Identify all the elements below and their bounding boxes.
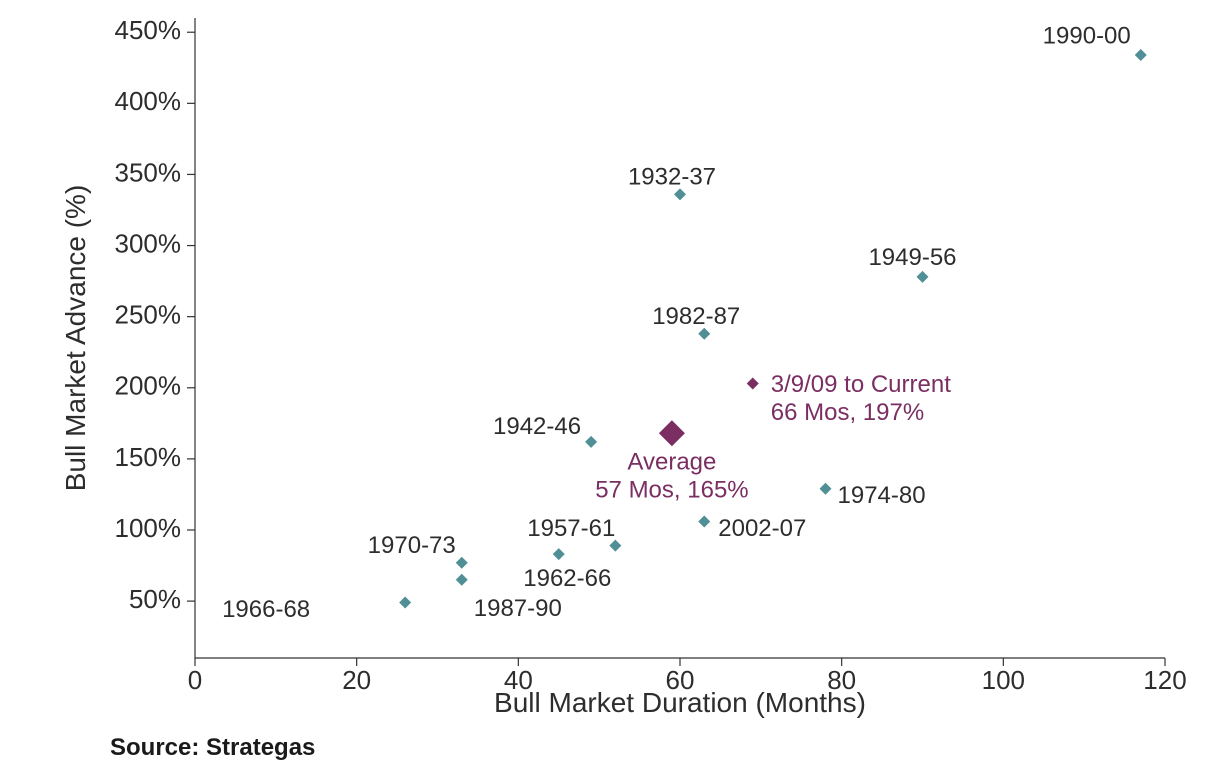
y-tick-label: 350% (115, 157, 182, 187)
y-tick-label: 300% (115, 228, 182, 258)
data-point-label: 1966-68 (222, 596, 310, 623)
x-tick-label: 120 (1143, 665, 1186, 695)
data-point-label: 1949-56 (868, 244, 956, 271)
x-tick-label: 20 (342, 665, 371, 695)
y-tick-label: 200% (115, 371, 182, 401)
data-point-label: 1974-80 (838, 482, 926, 509)
x-tick-label: 0 (188, 665, 202, 695)
x-axis-title: Bull Market Duration (Months) (494, 687, 866, 718)
scatter-chart: 50%100%150%200%250%300%350%400%450%02040… (0, 0, 1210, 773)
y-tick-label: 450% (115, 15, 182, 45)
y-tick-label: 250% (115, 300, 182, 330)
data-point-label: 1932-37 (628, 164, 716, 191)
chart-svg: 50%100%150%200%250%300%350%400%450%02040… (0, 0, 1210, 773)
highlight-point-label: 3/9/09 to Current (771, 371, 951, 398)
source-label: Source: Strategas (110, 734, 315, 762)
data-point-label: 1990-00 (1043, 22, 1131, 49)
data-point-label: 1982-87 (652, 303, 740, 330)
x-tick-label: 100 (982, 665, 1025, 695)
y-tick-label: 150% (115, 442, 182, 472)
data-point-label: 1970-73 (368, 532, 456, 559)
highlight-point-label: Average (627, 449, 716, 476)
data-point-label: 1987-90 (474, 595, 562, 622)
data-point-label: 1962-66 (523, 565, 611, 592)
highlight-point-label: 57 Mos, 165% (595, 477, 748, 504)
y-axis-title: Bull Market Advance (%) (60, 185, 91, 492)
data-point-label: 1942-46 (493, 413, 581, 440)
data-point-label: 2002-07 (718, 515, 806, 542)
y-tick-label: 50% (129, 584, 181, 614)
y-tick-label: 100% (115, 513, 182, 543)
data-point-label: 1957-61 (527, 515, 615, 542)
chart-bg (0, 0, 1210, 773)
highlight-point-label: 66 Mos, 197% (771, 399, 924, 426)
y-tick-label: 400% (115, 86, 182, 116)
